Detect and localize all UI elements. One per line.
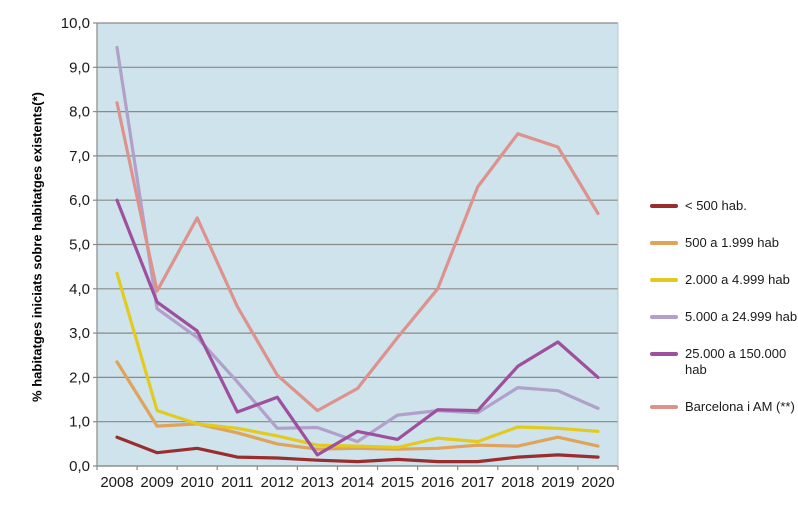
x-tick-label: 2014 — [341, 474, 374, 491]
x-tick-label: 2020 — [581, 474, 614, 491]
legend-label: < 500 hab. — [685, 198, 747, 213]
y-tick-label: 2,0 — [69, 369, 90, 386]
x-tick-label: 2008 — [100, 474, 133, 491]
x-tick-label: 2013 — [301, 474, 334, 491]
x-tick-label: 2019 — [541, 474, 574, 491]
legend-line-swatch-icon — [650, 352, 678, 356]
x-tick-label: 2012 — [261, 474, 294, 491]
x-tick-label: 2009 — [140, 474, 173, 491]
legend-item: 500 a 1.999 hab — [650, 235, 798, 251]
legend-item: 5.000 a 24.999 hab — [650, 309, 798, 325]
series-line-5 — [115, 101, 600, 413]
x-tick-label: 2017 — [461, 474, 494, 491]
x-tick-label: 2015 — [381, 474, 414, 491]
legend-item: 2.000 a 4.999 hab — [650, 272, 798, 288]
legend-line-swatch-icon — [650, 204, 678, 208]
legend-label: 2.000 a 4.999 hab — [685, 272, 790, 287]
legend-label: 500 a 1.999 hab — [685, 235, 779, 250]
series-line-0 — [115, 435, 600, 464]
y-tick-label: 3,0 — [69, 325, 90, 342]
y-tick-label: 4,0 — [69, 281, 90, 298]
legend-label: Barcelona i AM (**) — [685, 399, 795, 414]
x-tick-label: 2011 — [221, 474, 253, 491]
y-tick-label: 9,0 — [69, 59, 90, 76]
y-tick-label: 0,0 — [69, 458, 90, 475]
legend-label: 25.000 a 150.000 hab — [685, 346, 787, 377]
x-tick-label: 2010 — [181, 474, 214, 491]
y-tick-label: 7,0 — [69, 148, 90, 165]
x-tick-label: 2016 — [421, 474, 454, 491]
x-tick-label: 2018 — [501, 474, 534, 491]
y-tick-label: 5,0 — [69, 237, 90, 254]
legend-line-swatch-icon — [650, 405, 678, 409]
legend-item: < 500 hab. — [650, 198, 798, 214]
legend-line-swatch-icon — [650, 241, 678, 245]
y-tick-label: 8,0 — [69, 104, 90, 121]
legend-line-swatch-icon — [650, 315, 678, 319]
series-line-4 — [115, 198, 600, 457]
legend-line-swatch-icon — [650, 278, 678, 282]
y-tick-label: 10,0 — [61, 15, 90, 32]
series-line-2 — [115, 271, 600, 449]
series-line-3 — [115, 45, 600, 444]
legend-item: Barcelona i AM (**) — [650, 399, 798, 415]
legend-label: 5.000 a 24.999 hab — [685, 309, 798, 324]
y-tick-label: 6,0 — [69, 192, 90, 209]
legend-item: 25.000 a 150.000 hab — [650, 346, 798, 378]
y-tick-label: 1,0 — [69, 414, 90, 431]
legend: < 500 hab. 500 a 1.999 hab 2.000 a 4.999 h… — [650, 198, 798, 436]
